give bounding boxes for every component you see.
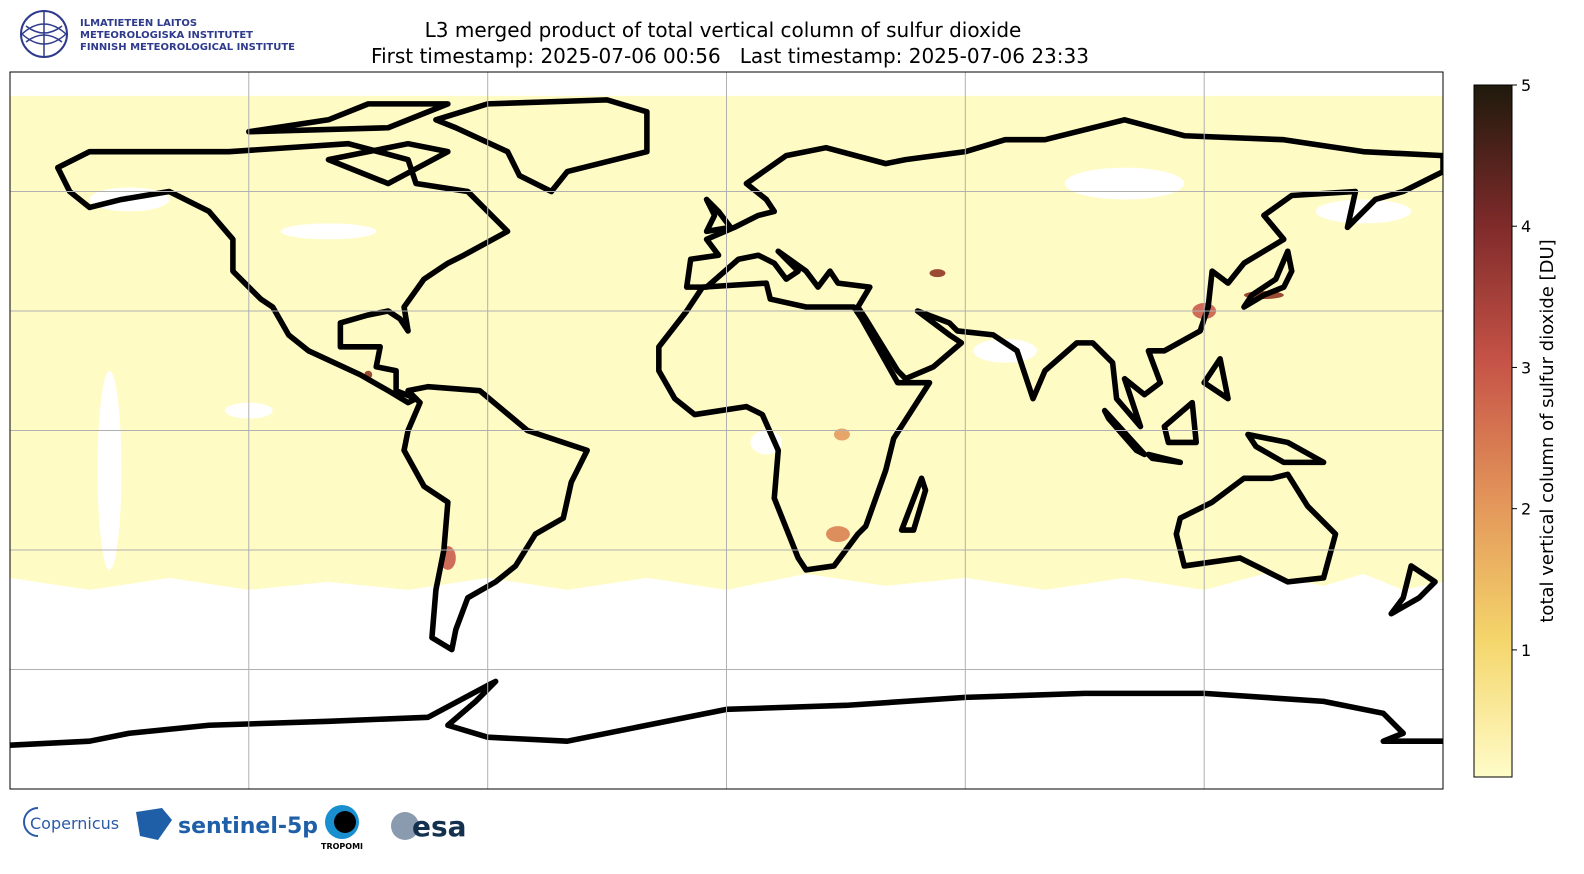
colorbar-tick-label: 1: [1521, 641, 1531, 660]
colorbar-tick-label: 4: [1521, 217, 1531, 236]
logo-text: sentinel-5p: [178, 814, 318, 839]
map: [10, 72, 1443, 789]
logo-text: Copernicus: [30, 814, 119, 833]
colorbar-tick-label: 3: [1521, 358, 1531, 377]
colorbar: total vertical column of sulfur dioxide …: [1473, 76, 1558, 778]
fmi-logo: ILMATIETEEN LAITOS METEOROLOGISKA INSTIT…: [20, 10, 295, 58]
colorbar-label: total vertical column of sulfur dioxide …: [1537, 239, 1558, 622]
footer-logos: Copernicus sentinel-5p TROPOMI esa: [23, 805, 467, 851]
subtitle: First timestamp: 2025-07-06 00:56 Last t…: [371, 44, 1089, 68]
institute-name: FINNISH METEOROLOGICAL INSTITUTE: [80, 42, 295, 53]
colorbar-tick-label: 2: [1521, 500, 1531, 519]
institute-name: METEOROLOGISKA INSTITUTET: [80, 30, 253, 41]
institute-name: ILMATIETEEN LAITOS: [80, 18, 197, 29]
title: L3 merged product of total vertical colu…: [425, 18, 1022, 42]
logo-text: TROPOMI: [321, 842, 363, 851]
graticule: [10, 72, 1443, 789]
colorbar-tick-label: 5: [1521, 76, 1531, 95]
logo-text: esa: [412, 810, 467, 843]
